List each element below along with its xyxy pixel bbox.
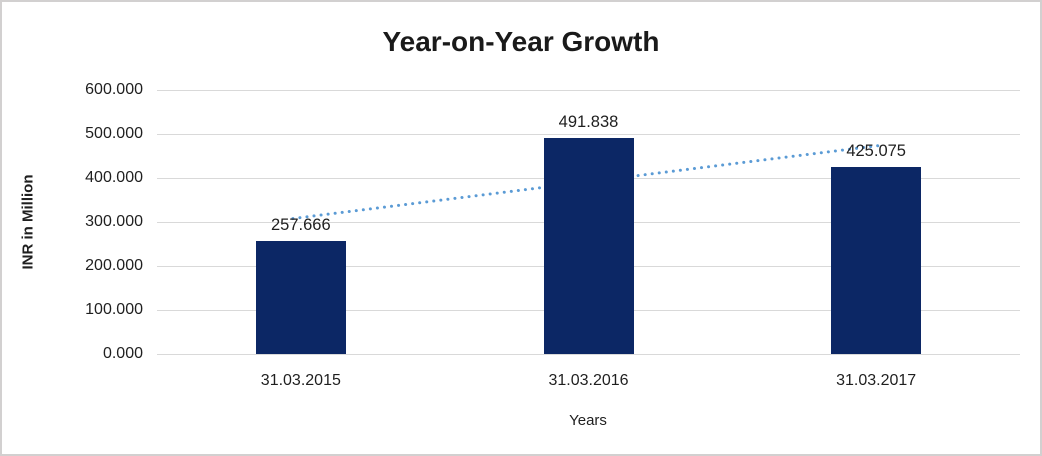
x-tick-label: 31.03.2016 (548, 372, 629, 389)
y-axis-title: INR in Million (19, 174, 37, 270)
y-tick-label: 500.000 (85, 125, 143, 142)
y-tick-label: 300.000 (85, 213, 143, 230)
y-tick-label: 600.000 (85, 81, 143, 98)
bar-data-label: 425.075 (846, 141, 906, 160)
gridline (157, 134, 1020, 135)
y-tick-label: 200.000 (85, 257, 143, 274)
chart-title: Year-on-Year Growth (382, 26, 660, 57)
x-tick-label: 31.03.2017 (836, 372, 917, 389)
bar-data-label: 491.838 (558, 112, 619, 131)
bar-31.03.2015 (255, 240, 346, 354)
gridline (157, 90, 1020, 91)
gridline (157, 354, 1020, 355)
x-tick-label: 31.03.2015 (260, 372, 341, 389)
bar-31.03.2017 (831, 166, 922, 354)
bar-data-label: 257.666 (271, 215, 331, 234)
y-tick-label: 0.000 (102, 345, 143, 362)
plot-area: 600.000 500.000 400.000 300.000 200.000 100.0… (85, 81, 1020, 389)
y-tick-label: 400.000 (85, 169, 143, 186)
y-tick-label: 100.000 (85, 301, 143, 318)
bar-31.03.2016 (543, 137, 634, 354)
x-axis-title: Years (569, 412, 607, 429)
